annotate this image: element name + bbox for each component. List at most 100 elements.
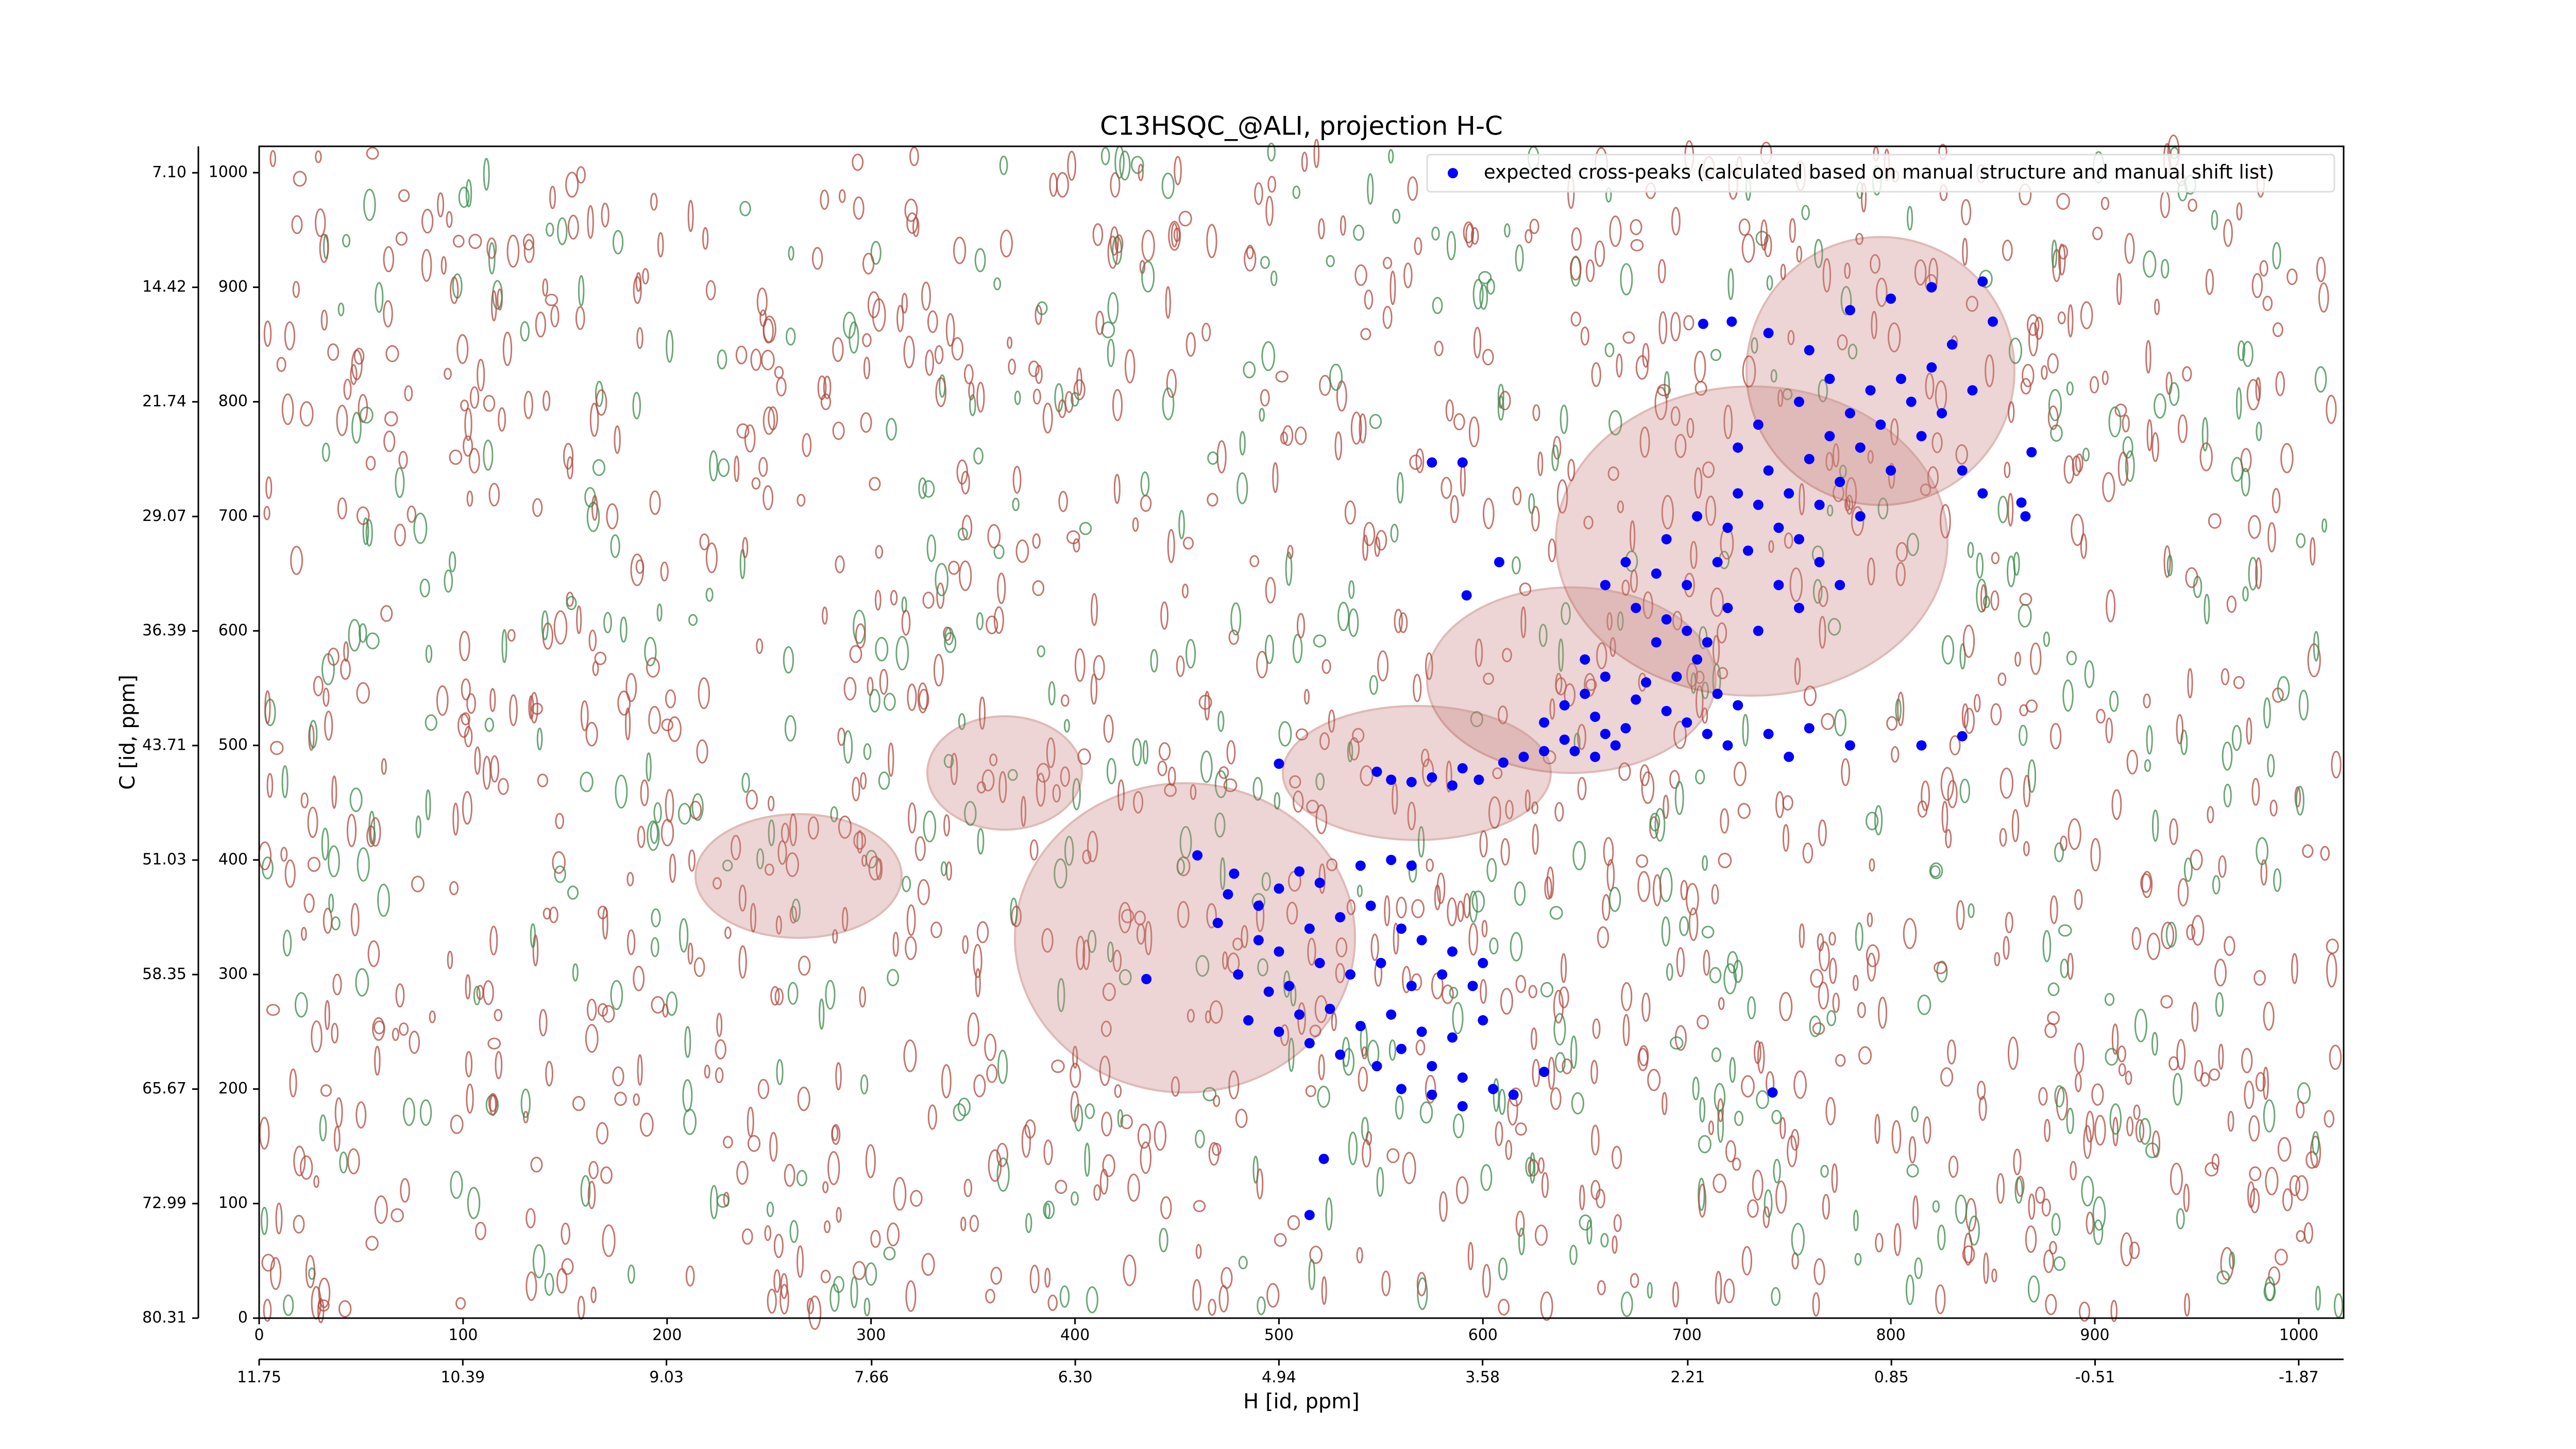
cross-peak (1294, 1009, 1305, 1020)
contour (1453, 413, 1465, 431)
contour (281, 765, 289, 798)
contour (1467, 1242, 1474, 1271)
contour (831, 1125, 839, 1141)
contour (1221, 1267, 1233, 1289)
contour (464, 408, 472, 441)
contour (502, 331, 513, 366)
contour (1407, 176, 1418, 201)
contour (1524, 789, 1531, 812)
contour (1537, 451, 1544, 477)
contour (774, 366, 784, 379)
contour (2274, 1249, 2288, 1266)
contour (2092, 1196, 2106, 1231)
contour (1528, 985, 1537, 999)
contour (1959, 643, 1966, 670)
contour (870, 241, 882, 265)
contour (294, 992, 308, 1018)
contour (2049, 722, 2062, 750)
contour (1658, 311, 1668, 345)
contour (1723, 963, 1737, 995)
contour (448, 551, 456, 572)
contour (1267, 142, 1276, 162)
contour (589, 402, 599, 437)
contour (1591, 1124, 1600, 1156)
contour (890, 589, 898, 606)
contour (1243, 361, 1256, 379)
contour (1670, 1036, 1684, 1050)
contour (2089, 376, 2099, 394)
contour (1826, 1010, 1837, 1026)
contour (2286, 268, 2298, 285)
contour (1275, 370, 1289, 383)
cross-peak (1590, 711, 1601, 722)
contour (541, 610, 549, 641)
contour (838, 815, 852, 839)
contour (1818, 585, 1828, 608)
contour (943, 814, 951, 837)
contour (1963, 707, 1975, 734)
contour (1635, 355, 1649, 380)
contour (1747, 1199, 1759, 1218)
contour (1267, 176, 1277, 193)
contour (1609, 215, 1622, 247)
contour (791, 898, 801, 922)
contour (1867, 450, 1874, 464)
contour (1613, 1214, 1622, 1233)
contour (1140, 495, 1152, 512)
contour (1973, 694, 1981, 713)
contour (1825, 451, 1834, 471)
contour (1790, 1128, 1800, 1151)
contour (861, 854, 868, 867)
contour (444, 367, 452, 380)
cross-peak (2020, 511, 2031, 521)
contour (1207, 493, 1218, 507)
contour (1325, 1197, 1333, 1231)
contour (1073, 538, 1080, 553)
contour-cluster (694, 813, 903, 939)
y-tick-label: 500 (218, 736, 248, 754)
contour (2134, 1008, 2147, 1042)
contour (2263, 1001, 2275, 1031)
contour (264, 690, 271, 724)
contour (545, 293, 558, 307)
contour (1991, 1268, 1997, 1283)
y-tick-label: 400 (218, 850, 248, 868)
contour (1978, 1096, 1987, 1121)
contour (1244, 246, 1257, 272)
contour (2260, 859, 2267, 886)
contour (1070, 1063, 1081, 1088)
contour (2146, 933, 2161, 961)
contour (1015, 539, 1029, 563)
contour (1497, 383, 1504, 409)
contour (1878, 997, 1888, 1029)
contour (945, 313, 955, 347)
contour (1468, 922, 1479, 956)
contour (1826, 504, 1834, 517)
contour (1531, 801, 1538, 815)
contour (2008, 401, 2015, 423)
contour (1820, 1165, 1829, 1178)
contour (1622, 1014, 1630, 1047)
contour (530, 1156, 543, 1173)
contour (1296, 613, 1306, 638)
contour (1389, 271, 1396, 306)
contour (1463, 893, 1471, 919)
contour (377, 883, 391, 917)
contour (724, 926, 732, 939)
contour (856, 830, 863, 854)
contour (1639, 426, 1650, 458)
contour (1130, 156, 1144, 174)
contour (975, 968, 981, 998)
contour (1216, 440, 1227, 474)
contour (2249, 1166, 2262, 1182)
cross-peak (1722, 740, 1733, 751)
contour (1532, 404, 1540, 422)
contour (689, 800, 702, 820)
contour (1571, 227, 1582, 251)
contour (1869, 858, 1875, 872)
contour (1200, 750, 1213, 783)
contour (1317, 1085, 1330, 1108)
contour (597, 905, 608, 920)
contour (466, 490, 473, 507)
contour (1174, 156, 1182, 186)
